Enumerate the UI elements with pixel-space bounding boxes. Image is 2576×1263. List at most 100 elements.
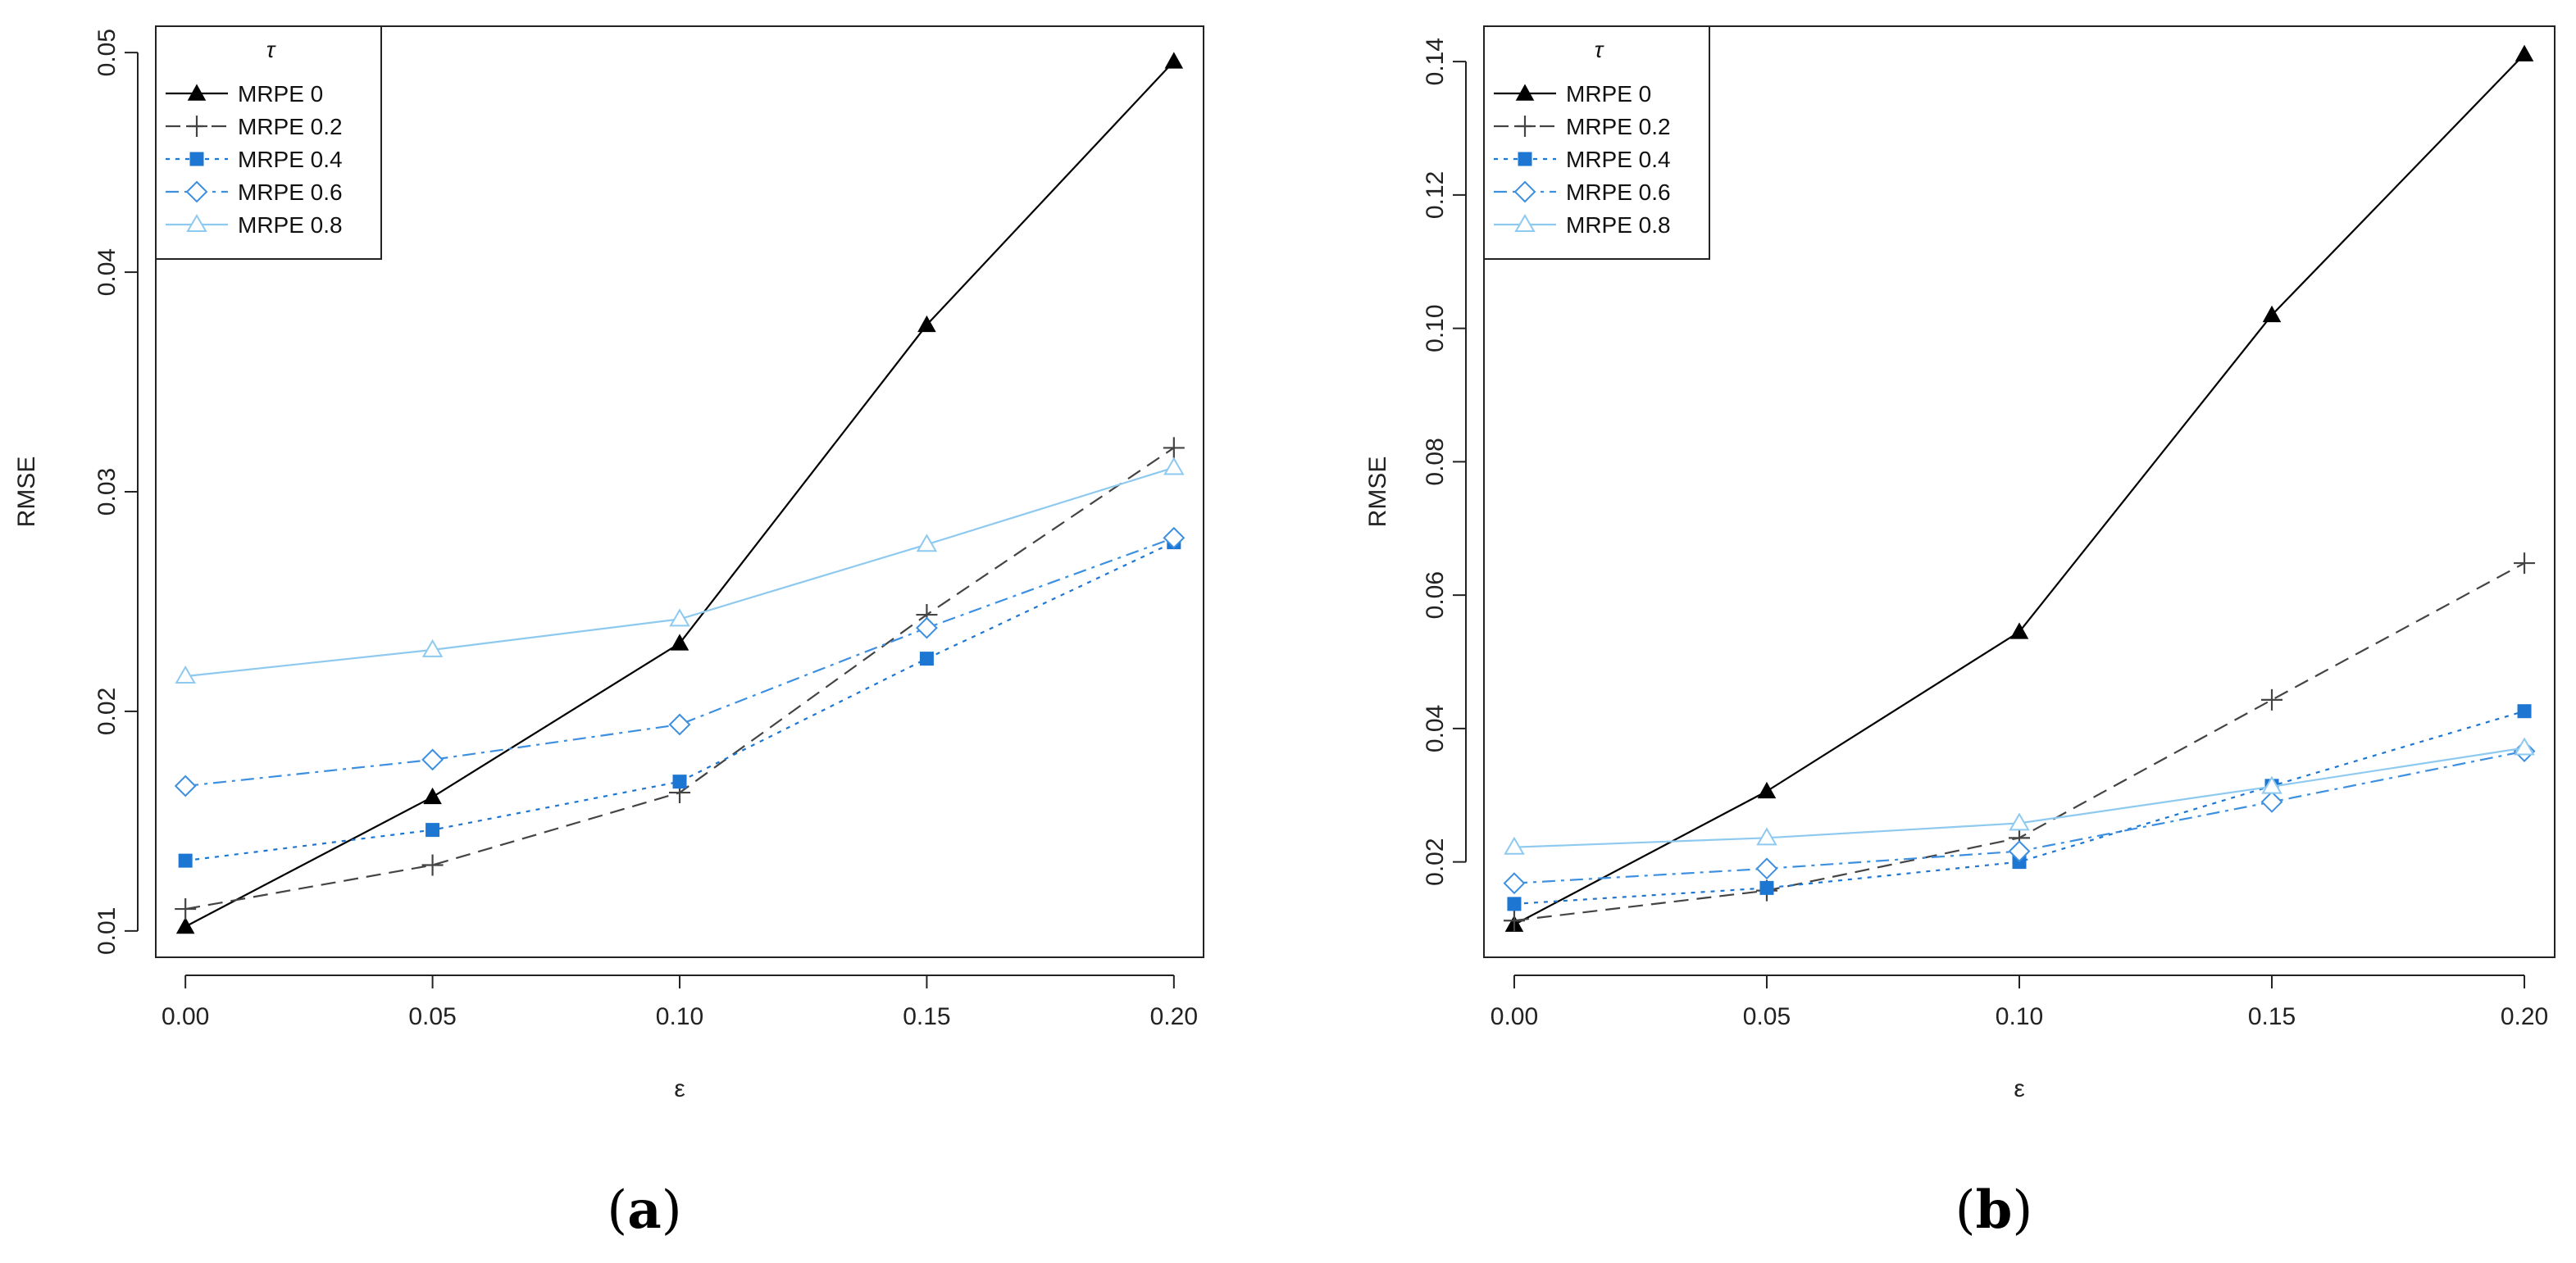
panel-letter: a [627,1179,661,1241]
y-tick-label: 0.02 [93,688,121,735]
y-tick-label: 0.04 [93,248,121,296]
data-point [175,666,196,684]
legend-label: MRPE 0.2 [238,114,343,139]
data-point [672,775,687,789]
legend-label: MRPE 0.8 [1566,212,1671,238]
series-mrpe-0-2 [175,437,1185,920]
data-point [916,616,938,639]
data-point [2261,775,2282,794]
data-point [423,787,442,805]
data-point [2008,840,2031,863]
series-mrpe-0-4 [1507,704,2532,911]
y-tick-label: 0.06 [1422,571,1449,619]
legend-label: MRPE 0.6 [1566,179,1671,205]
series-line [1513,710,2525,905]
series-mrpe-0 [1504,44,2534,932]
legend-marker [1514,214,1536,232]
data-point [2514,737,2535,756]
data-point [175,916,195,934]
series-mrpe-0 [175,52,1184,934]
legend-marker [187,84,207,101]
legend-label: MRPE 0.4 [238,147,343,172]
data-point [916,534,938,552]
legend-marker [186,116,207,137]
data-point [2262,305,2282,323]
plot-frame [155,25,1204,958]
series-mrpe-0-6 [174,526,1186,797]
x-tick-label: 0.20 [2501,1003,2548,1030]
y-axis-label: RMSE [1364,457,1391,528]
x-tick-label: 0.10 [1996,1003,2043,1030]
legend-label: MRPE 0.8 [238,212,343,238]
data-point [919,652,934,666]
x-axis-label: ε [2014,1075,2024,1102]
x-tick-label: 0.00 [1491,1003,1538,1030]
legend-marker [189,152,204,166]
x-tick-label: 0.10 [656,1003,703,1030]
data-point [2260,790,2283,813]
data-point [668,713,691,736]
legend-label: MRPE 0.6 [238,179,343,205]
legend: τ MRPE 0 MRPE 0.2 MRPE 0.4 MRPE 0.6 MRPE 0.8 [1483,25,1710,260]
data-point [421,638,444,657]
chart-panel-b: 0.00 0.05 0.10 0.15 0.20 0.02 0.04 0.06 0.08 0.10… [1364,25,2556,1241]
data-point [426,823,440,838]
data-point [2009,622,2029,639]
legend-title: τ [266,37,276,62]
data-point [2009,812,2030,831]
data-point [175,898,197,920]
data-point [2261,688,2283,711]
x-tick-label: 0.20 [1150,1003,1198,1030]
series-mrpe-0-8 [1504,737,2535,855]
legend-marker [1513,180,1536,203]
data-point [174,775,197,797]
legend-label: MRPE 0.4 [1566,147,1671,172]
y-tick-label: 0.10 [1422,304,1449,352]
x-tick-label: 0.15 [903,1003,950,1030]
panel-letter: b [1976,1179,2013,1241]
y-tick-label: 0.14 [1422,38,1449,85]
legend-label: MRPE 0 [1566,81,1651,107]
data-point [1759,880,1774,895]
legend-marker [1515,84,1535,101]
panel-caption: (b) [1955,1179,2033,1241]
data-point [1503,910,1525,932]
series-mrpe-0-8 [175,457,1185,684]
x-axis-label: ε [674,1075,685,1102]
y-tick-label: 0.08 [1422,438,1449,485]
y-axis-label: RMSE [13,457,40,528]
y-tick-label: 0.03 [93,468,121,516]
data-point [178,853,193,868]
y-tick-label: 0.02 [1422,838,1449,885]
data-point [421,748,444,771]
series-mrpe-0-4 [178,535,1181,868]
x-tick-label: 0.15 [2248,1003,2296,1030]
data-point [917,315,936,333]
data-point [1507,897,1522,911]
data-point [2517,704,2532,719]
legend-marker [186,214,207,232]
data-point [1756,827,1777,846]
data-point [2514,552,2536,575]
legend-marker [1518,152,1532,166]
x-tick-label: 0.00 [162,1003,209,1030]
legend: τ MRPE 0 MRPE 0.2 MRPE 0.4 MRPE 0.6 MRPE 0.8 [155,25,382,260]
legend-marker [1514,116,1536,137]
series-line [185,537,1175,788]
y-tick-label: 0.01 [93,907,121,955]
series-line [185,541,1175,862]
data-point [1503,872,1526,895]
data-point [1757,781,1777,799]
data-point [1163,526,1186,549]
data-point [670,634,690,651]
series-line [185,447,1175,911]
legend-marker [185,180,208,203]
data-point [421,854,444,876]
chart-panel-a: 0.00 0.05 0.10 0.15 0.20 0.01 0.02 0.03 0.04 0.05… [13,25,1204,1241]
x-tick-label: 0.05 [1743,1003,1791,1030]
data-point [1164,52,1184,69]
x-tick-label: 0.05 [408,1003,456,1030]
y-tick-label: 0.04 [1422,705,1449,752]
data-point [1504,836,1525,855]
